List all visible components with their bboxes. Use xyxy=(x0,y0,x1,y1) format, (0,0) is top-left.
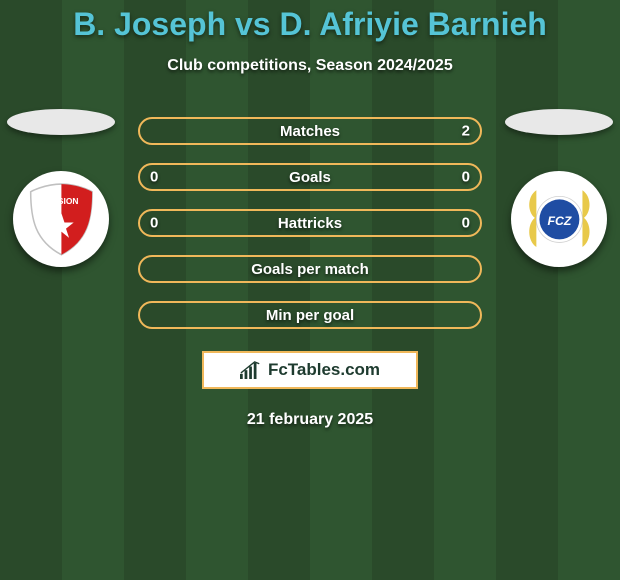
date-text: 21 february 2025 xyxy=(0,411,620,429)
subtitle: Club competitions, Season 2024/2025 xyxy=(0,57,620,75)
right-club-badge: FCZ xyxy=(511,171,607,267)
comparison-card: B. Joseph vs D. Afriyie Barnieh Club com… xyxy=(0,0,620,580)
stat-right-value: 2 xyxy=(462,123,470,140)
brand-text: FcTables.com xyxy=(268,360,380,380)
stat-row-goals: 0 Goals 0 xyxy=(138,163,482,191)
stat-row-min-per-goal: Min per goal xyxy=(138,301,482,329)
right-club-column: FCZ xyxy=(504,109,614,267)
stat-right-value: 0 xyxy=(462,169,470,186)
chart-icon xyxy=(240,361,262,379)
stat-label: Matches xyxy=(280,123,340,140)
stat-label: Goals xyxy=(289,169,331,186)
stat-row-hattricks: 0 Hattricks 0 xyxy=(138,209,482,237)
stat-row-goals-per-match: Goals per match xyxy=(138,255,482,283)
stat-label: Goals per match xyxy=(251,261,369,278)
zurich-badge-icon: FCZ xyxy=(521,181,598,258)
brand-box[interactable]: FcTables.com xyxy=(202,351,418,389)
player-shadow-left xyxy=(7,109,115,135)
left-club-column: FC SION xyxy=(6,109,116,267)
player-shadow-right xyxy=(505,109,613,135)
svg-text:FCZ: FCZ xyxy=(547,213,571,227)
svg-text:FC SION: FC SION xyxy=(44,196,78,206)
sion-badge-icon: FC SION xyxy=(23,181,100,258)
stat-left-value: 0 xyxy=(150,215,158,232)
stats-area: FC SION FCZ Matches 2 xyxy=(0,117,620,429)
stat-label: Hattricks xyxy=(278,215,342,232)
stat-row-matches: Matches 2 xyxy=(138,117,482,145)
page-title: B. Joseph vs D. Afriyie Barnieh xyxy=(0,6,620,43)
stat-rows: Matches 2 0 Goals 0 0 Hattricks 0 Goals … xyxy=(138,117,482,329)
left-club-badge: FC SION xyxy=(13,171,109,267)
stat-label: Min per goal xyxy=(266,307,354,324)
stat-left-value: 0 xyxy=(150,169,158,186)
stat-right-value: 0 xyxy=(462,215,470,232)
